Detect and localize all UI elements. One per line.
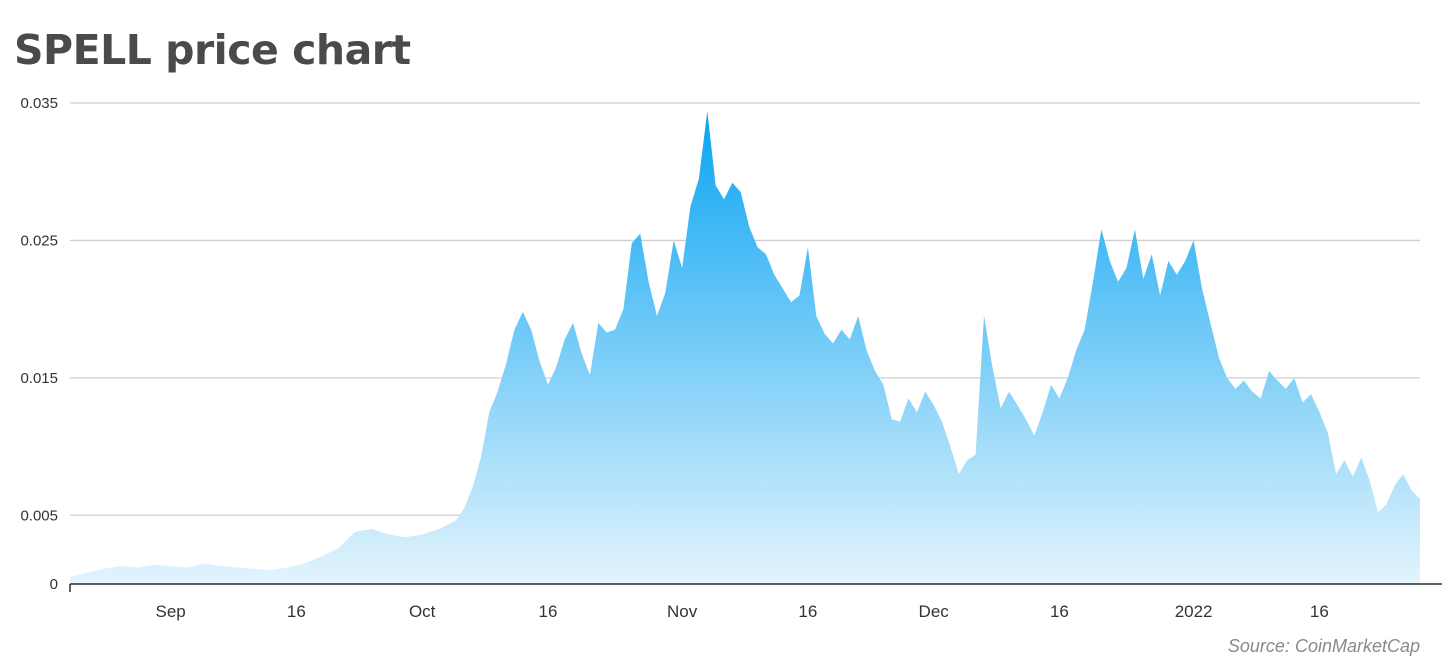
x-tick-label: Dec xyxy=(919,602,950,621)
x-tick-label: Nov xyxy=(667,602,698,621)
area-series xyxy=(70,111,1420,584)
x-tick-label: 2022 xyxy=(1175,602,1213,621)
y-tick-label: 0.035 xyxy=(20,95,58,112)
x-tick-label: 16 xyxy=(538,602,557,621)
y-tick-label: 0.005 xyxy=(20,507,58,524)
y-tick-labels: 0 0.005 0.015 0.025 0.035 xyxy=(20,95,58,593)
price-area xyxy=(70,111,1420,584)
y-tick-label: 0.015 xyxy=(20,370,58,387)
x-axis xyxy=(69,583,1442,592)
source-note: Source: CoinMarketCap xyxy=(1228,636,1420,656)
x-tick-label: Sep xyxy=(155,602,185,621)
x-tick-label: Oct xyxy=(409,602,436,621)
x-tick-label: 16 xyxy=(287,602,306,621)
x-tick-label: 16 xyxy=(1310,602,1329,621)
y-tick-label: 0 xyxy=(50,576,58,593)
x-tick-label: 16 xyxy=(798,602,817,621)
x-tick-label: 16 xyxy=(1050,602,1069,621)
chart-title: SPELL price chart xyxy=(14,26,411,74)
y-tick-label: 0.025 xyxy=(20,232,58,249)
x-tick-labels: Sep 16 Oct 16 Nov 16 Dec 16 2022 16 xyxy=(155,602,1328,621)
